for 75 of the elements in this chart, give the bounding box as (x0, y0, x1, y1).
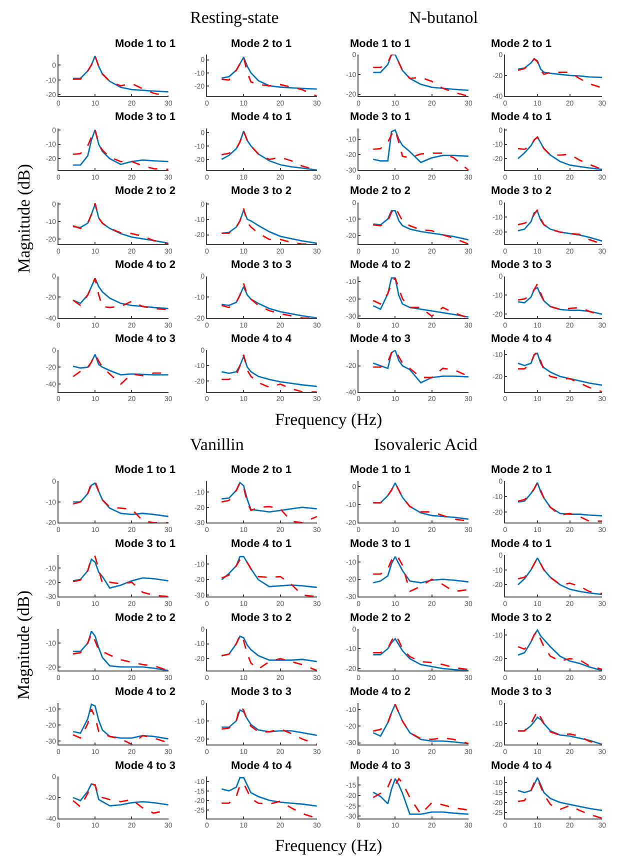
chart-title: Mode 3 to 3 (491, 259, 552, 271)
x-axis-title: Frequency (Hz) (275, 836, 382, 855)
line-series (220, 56, 317, 90)
text: Resting-state (190, 8, 279, 27)
y-axis-title: Magnitude (dB) (14, 590, 34, 700)
chart-title: Mode 1 to 1 (115, 38, 176, 50)
line-series (220, 634, 317, 671)
chart-title: Mode 4 to 4 (491, 760, 552, 772)
line-series (220, 482, 317, 523)
chart-title: Mode 4 to 3 (115, 760, 176, 772)
line-series (372, 778, 468, 815)
text: N-butanol (409, 8, 478, 27)
chart-title: Mode 4 to 3 (350, 333, 411, 345)
line-series (72, 354, 168, 376)
line-series (372, 556, 468, 584)
chart-title: Mode 3 to 2 (491, 612, 552, 624)
line-series (372, 704, 468, 744)
chart-title: Mode 4 to 4 (491, 333, 552, 345)
line-series (220, 556, 317, 588)
chart-title: Mode 4 to 2 (115, 686, 176, 698)
chart-title: Mode 3 to 1 (115, 538, 176, 550)
line-series (372, 277, 468, 318)
chart-title: Mode 3 to 2 (231, 612, 292, 624)
chart-title: Mode 4 to 1 (231, 538, 292, 550)
line-series (220, 706, 317, 744)
line-series (72, 482, 168, 518)
y-axis-title: Magnitude (dB) (14, 164, 34, 274)
line-series (220, 709, 317, 736)
line-series (220, 776, 317, 807)
line-series (372, 129, 468, 164)
line-series (220, 56, 317, 96)
chart-title: Mode 4 to 4 (231, 333, 292, 345)
chart-title: Mode 4 to 2 (115, 259, 176, 271)
chart-title: Mode 4 to 3 (115, 333, 176, 345)
chart-title: Mode 2 to 2 (350, 612, 411, 624)
chart-title: Mode 3 to 2 (491, 185, 552, 197)
line-series (72, 481, 168, 523)
line-series (72, 783, 168, 807)
line-series (220, 482, 317, 513)
chart-title: Mode 2 to 2 (350, 185, 411, 197)
chart-title: Mode 4 to 4 (231, 760, 292, 772)
text: Vanillin (190, 435, 244, 454)
chart-title: Mode 4 to 2 (350, 686, 411, 698)
line-series (517, 352, 602, 392)
line-series (517, 58, 602, 78)
chart-title: Mode 2 to 1 (231, 464, 292, 476)
chart-title: Mode 1 to 1 (115, 464, 176, 476)
chart-title: Mode 4 to 1 (491, 111, 552, 123)
chart-title: Mode 4 to 3 (350, 760, 411, 772)
line-series (72, 558, 168, 589)
chart-title: Mode 4 to 1 (491, 538, 552, 550)
chart-title: Mode 3 to 1 (115, 111, 176, 123)
text: Isovaleric Acid (374, 435, 478, 454)
chart-title: Mode 4 to 2 (350, 259, 411, 271)
chart-title: Mode 3 to 1 (350, 538, 411, 550)
line-series (517, 352, 602, 386)
chart-title: Mode 1 to 1 (350, 38, 411, 50)
line-series (72, 556, 168, 597)
chart-title: Mode 3 to 1 (350, 111, 411, 123)
chart-title: Mode 2 to 2 (115, 185, 176, 197)
chart-title: Mode 1 to 1 (350, 464, 411, 476)
chart-title: Mode 2 to 2 (115, 612, 176, 624)
chart-title: Mode 2 to 1 (231, 38, 292, 50)
line-series (220, 557, 317, 597)
x-axis-title: Frequency (Hz) (275, 410, 382, 429)
chart-title: Mode 2 to 1 (491, 464, 552, 476)
chart-title: Mode 3 to 3 (231, 259, 292, 271)
chart-title: Mode 3 to 2 (231, 185, 292, 197)
line-series (372, 558, 468, 592)
line-series (517, 58, 602, 89)
chart-title: Mode 2 to 1 (491, 38, 552, 50)
chart-title: Mode 3 to 3 (231, 686, 292, 698)
chart-title: Mode 3 to 3 (491, 686, 552, 698)
line-series (517, 776, 602, 812)
chart-title: Mode 4 to 1 (231, 111, 292, 123)
